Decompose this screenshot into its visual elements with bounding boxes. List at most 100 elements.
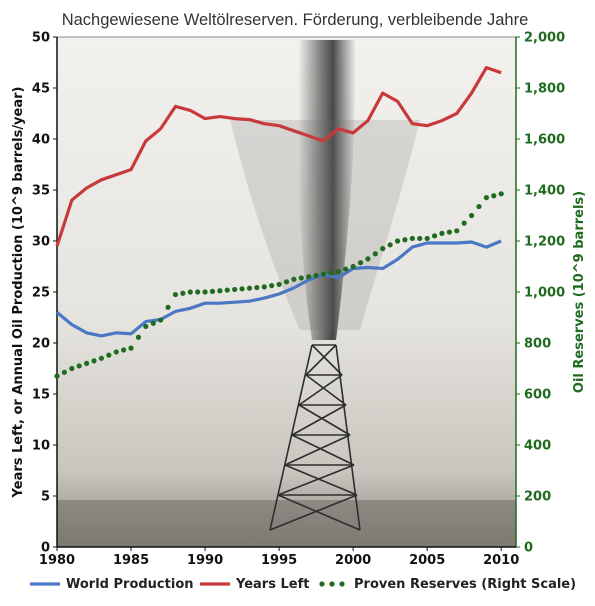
y2-tick-label: 1,200 (524, 235, 565, 250)
reserve-dot (209, 288, 216, 294)
reserve-dot (357, 260, 364, 266)
right-axis-ticks: 0 200 400 600 800 1,000 1,200 1,400 1,600 1,800 2,… (516, 31, 565, 556)
y-tick-label: 50 (32, 31, 50, 46)
reserve-dot (106, 352, 112, 358)
y2-tick-label: 2,000 (524, 31, 565, 46)
reserve-point (98, 355, 105, 361)
reserve-point (261, 284, 267, 290)
reserve-point (498, 191, 504, 197)
reserve-point (483, 195, 489, 201)
reserve-point (276, 281, 282, 287)
reserve-dot (254, 284, 260, 291)
reserve-point (468, 212, 475, 219)
reserve-dot (91, 358, 97, 364)
y-tick-label: 10 (32, 439, 50, 454)
y2-tick-label: 600 (524, 388, 551, 403)
x-tick-label: 1980 (39, 553, 75, 568)
reserve-point (291, 276, 297, 282)
reserve-dot (313, 272, 319, 279)
legend: World Production Years Left Proven Reserve… (30, 577, 576, 592)
reserve-dot (372, 251, 378, 257)
series-2-proven-reserves (54, 191, 504, 379)
y-tick-label: 15 (32, 388, 50, 403)
reserve-point (365, 256, 371, 262)
reserve-dot (180, 290, 186, 296)
reserve-point (69, 365, 75, 372)
y2-tick-label: 0 (524, 541, 533, 556)
reserve-dot (446, 229, 452, 235)
reserve-point (439, 230, 445, 236)
y2-tick-label: 200 (524, 490, 551, 505)
chart-title: Nachgewiesene Weltölreserven. Förderung,… (62, 11, 529, 29)
reserve-point (217, 288, 223, 294)
reserve-point (246, 285, 253, 291)
reserve-dot (195, 289, 201, 295)
reserve-dot (224, 287, 230, 293)
reserve-point (380, 246, 386, 252)
reserve-point (84, 360, 90, 366)
reserve-dot (402, 237, 408, 243)
reserve-point (394, 238, 401, 244)
left-axis-ticks: 0 5 10 15 20 25 30 35 40 45 50 (32, 31, 57, 556)
reserve-point (172, 291, 179, 298)
reserve-dot (61, 369, 68, 375)
reserve-dot (283, 279, 290, 285)
reserve-dot (328, 270, 334, 276)
reserve-point (187, 289, 193, 295)
reserve-dot (76, 363, 82, 369)
y2-tick-label: 1,000 (524, 286, 565, 301)
y-tick-label: 40 (32, 133, 50, 148)
x-tick-label: 1995 (261, 553, 297, 568)
y-tick-label: 5 (41, 490, 50, 505)
reserve-point (113, 349, 119, 355)
x-axis-ticks: 1980 1985 1990 1995 2000 2005 2010 (39, 547, 519, 568)
legend-item: World Production (30, 577, 194, 592)
y-tick-label: 45 (32, 82, 50, 97)
reserve-dot (121, 347, 127, 353)
legend-item: Proven Reserves (Right Scale) (319, 577, 576, 592)
reserve-dot (476, 203, 482, 210)
reserve-dot (165, 304, 171, 310)
reserve-dot (461, 220, 467, 226)
reserve-point (306, 274, 312, 280)
reserve-point (232, 286, 238, 293)
y2-axis-label: Oil Reserves (10^9 barrels) (572, 191, 587, 393)
legend-swatch-dot (319, 581, 325, 587)
reserve-point (320, 271, 327, 277)
y2-tick-label: 400 (524, 439, 551, 454)
y2-tick-label: 1,800 (524, 82, 565, 97)
reserve-point (158, 317, 164, 323)
reserve-point (350, 263, 356, 270)
world-production-line (55, 239, 502, 338)
legend-label: World Production (66, 577, 194, 592)
reserve-dot (417, 235, 423, 242)
reserve-point (143, 323, 149, 330)
y-tick-label: 35 (32, 184, 50, 199)
legend-item: Years Left (200, 577, 309, 592)
x-tick-label: 2000 (335, 553, 371, 568)
y-axis-label: Years Left, or Annual Oil Production (10… (11, 87, 26, 499)
reserve-dot (387, 242, 393, 248)
legend-swatch-dot (339, 581, 345, 587)
reserve-dot (150, 320, 156, 326)
y-tick-label: 25 (32, 286, 50, 301)
reserve-point (335, 269, 341, 275)
reserve-point (202, 289, 208, 295)
x-tick-label: 1985 (113, 553, 149, 568)
y-tick-label: 0 (41, 541, 50, 556)
y2-tick-label: 1,600 (524, 133, 565, 148)
years-left-line (55, 66, 502, 247)
reserve-dot (269, 283, 275, 289)
reserve-point (424, 235, 430, 242)
reserve-dot (135, 334, 142, 340)
reserve-dot (431, 233, 438, 239)
x-tick-label: 2005 (409, 553, 445, 568)
y-tick-label: 30 (32, 235, 50, 250)
reserve-point (54, 373, 60, 379)
y2-tick-label: 800 (524, 337, 551, 352)
y2-tick-label: 1,400 (524, 184, 565, 199)
reserve-dot (343, 266, 349, 272)
reserve-point (128, 345, 134, 351)
